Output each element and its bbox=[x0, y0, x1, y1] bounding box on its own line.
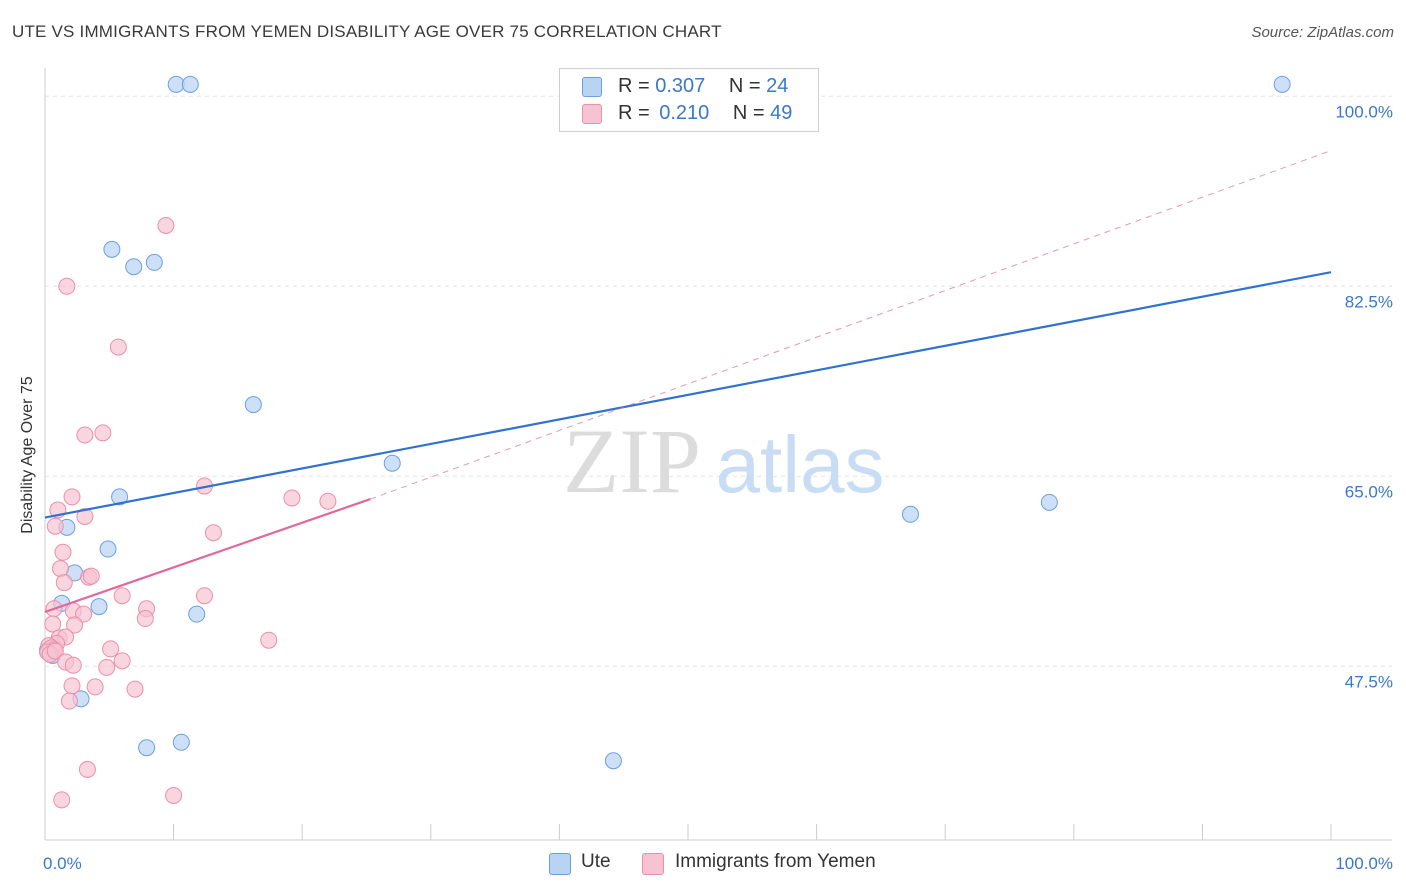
ute-point bbox=[244, 396, 262, 414]
legend-n-value-ute: 24 bbox=[766, 75, 789, 97]
yemen-point bbox=[136, 610, 154, 628]
ute-trend-line bbox=[44, 271, 1332, 519]
yemen-point bbox=[55, 574, 73, 592]
yemen-point bbox=[58, 277, 76, 295]
ute-point bbox=[111, 488, 129, 506]
legend-n-label: N = bbox=[728, 75, 767, 97]
ute-point bbox=[145, 253, 163, 271]
yemen-point bbox=[46, 517, 64, 535]
yemen-point bbox=[157, 216, 175, 234]
ute-point bbox=[90, 598, 108, 616]
x-tick-label: 100.0% bbox=[1335, 854, 1393, 873]
ute-point bbox=[125, 258, 143, 276]
tick-labels: 47.5% 65.0% 82.5% 100.0% 0.0% 100.0% bbox=[43, 102, 1393, 873]
legend-n-value-yemen: 49 bbox=[770, 102, 793, 124]
legend-r-value-yemen: 0.210 bbox=[659, 102, 710, 124]
ute-point bbox=[181, 75, 199, 93]
series-legend-yemen: Immigrants from Yemen bbox=[642, 851, 876, 875]
yemen-point bbox=[76, 426, 94, 444]
legend-swatch-ute bbox=[582, 77, 602, 97]
x-tick-label: 0.0% bbox=[43, 854, 82, 873]
series-legend-ute: Ute bbox=[549, 851, 611, 875]
ute-point bbox=[99, 540, 117, 558]
ute-point bbox=[103, 240, 121, 258]
legend-row-ute: R = 0.307 N = 24 bbox=[582, 75, 789, 98]
legend-r-label: R = bbox=[618, 75, 656, 97]
data-points bbox=[39, 75, 1291, 809]
ute-point bbox=[901, 505, 919, 523]
yemen-point bbox=[283, 489, 301, 507]
chart-title: UTE VS IMMIGRANTS FROM YEMEN DISABILITY … bbox=[12, 22, 722, 41]
series-legend: Ute Immigrants from Yemen bbox=[0, 851, 1406, 877]
series-swatch-yemen bbox=[642, 853, 664, 875]
ute-point bbox=[188, 605, 206, 623]
yemen-point bbox=[98, 658, 116, 676]
yemen-point bbox=[102, 640, 120, 658]
ute-point bbox=[172, 733, 190, 751]
yemen-point bbox=[195, 587, 213, 605]
legend-swatch-yemen bbox=[582, 104, 602, 124]
legend-n-label: N = bbox=[732, 102, 771, 124]
grid-lines bbox=[45, 95, 1392, 667]
yemen-point bbox=[319, 492, 337, 510]
trend-lines bbox=[44, 150, 1332, 614]
yemen-point bbox=[63, 488, 81, 506]
yemen-point bbox=[204, 524, 222, 542]
correlation-legend: R = 0.307 N = 24 R = 0.210 N = 49 bbox=[559, 68, 819, 132]
yemen-point bbox=[66, 616, 84, 634]
axes bbox=[44, 68, 1392, 841]
yemen-point bbox=[113, 587, 131, 605]
yemen-point bbox=[113, 652, 131, 670]
yemen-point bbox=[126, 680, 144, 698]
watermark-zip: ZIP bbox=[563, 410, 701, 512]
ute-point bbox=[1040, 493, 1058, 511]
legend-r-value-ute: 0.307 bbox=[655, 75, 706, 97]
ute-point bbox=[167, 75, 185, 93]
yemen-point bbox=[76, 507, 94, 525]
watermark-atlas: atlas bbox=[716, 420, 885, 509]
yemen-point bbox=[78, 760, 96, 778]
yemen-point bbox=[260, 631, 278, 649]
yemen-point bbox=[46, 642, 64, 660]
series-label-yemen: Immigrants from Yemen bbox=[675, 851, 876, 872]
yemen-point bbox=[51, 560, 69, 578]
yemen-point bbox=[63, 677, 81, 695]
y-tick-label: 100.0% bbox=[1335, 102, 1393, 121]
yemen-point bbox=[165, 786, 183, 804]
series-label-ute: Ute bbox=[581, 851, 611, 872]
yemen-point bbox=[94, 424, 112, 442]
ute-point bbox=[383, 454, 401, 472]
yemen-point bbox=[82, 567, 100, 585]
yemen-point bbox=[44, 615, 62, 633]
yemen-point bbox=[64, 656, 82, 674]
ute-point bbox=[138, 739, 156, 757]
ute-point bbox=[1273, 75, 1291, 93]
yemen-point bbox=[54, 543, 72, 561]
y-tick-label: 47.5% bbox=[1345, 672, 1393, 691]
legend-row-yemen: R = 0.210 N = 49 bbox=[582, 102, 793, 125]
yemen-point bbox=[109, 338, 127, 356]
yemen-point bbox=[53, 791, 71, 809]
watermark: ZIP atlas bbox=[563, 410, 884, 512]
y-tick-label: 82.5% bbox=[1345, 292, 1393, 311]
series-swatch-ute bbox=[549, 853, 571, 875]
legend-r-label: R = bbox=[618, 102, 656, 124]
y-tick-label: 65.0% bbox=[1345, 482, 1393, 501]
yemen-trend-line bbox=[44, 498, 371, 614]
yemen-trend-extension bbox=[370, 150, 1332, 500]
ute-point bbox=[604, 752, 622, 770]
yemen-point bbox=[60, 692, 78, 710]
yemen-point bbox=[86, 678, 104, 696]
source-credit: Source: ZipAtlas.com bbox=[1251, 24, 1394, 41]
